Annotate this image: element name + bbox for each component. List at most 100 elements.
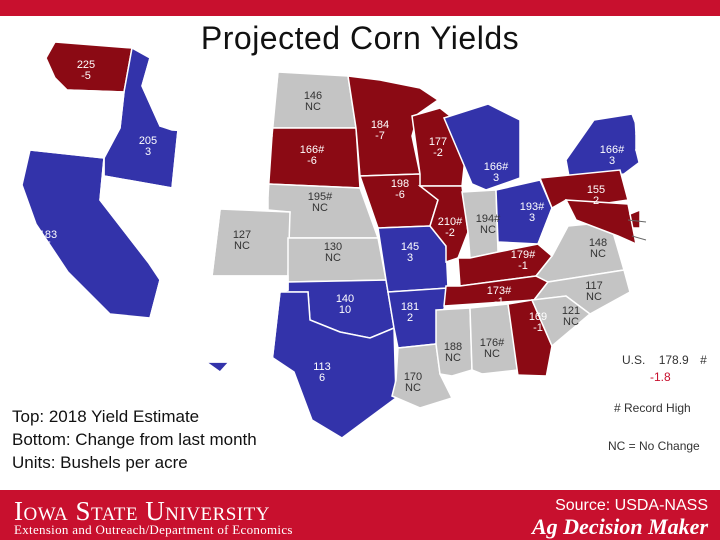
legend-line-top: Top: 2018 Yield Estimate	[12, 407, 200, 426]
state-change-il: -2	[445, 227, 455, 239]
state-yield-oh: 193#	[520, 201, 545, 213]
us-yield-value: 178.9	[658, 353, 689, 367]
state-yield-nc: 117	[585, 280, 603, 292]
state-yield-ok: 140	[336, 293, 354, 305]
label-leader-line	[631, 235, 647, 241]
state-yield-la: 170	[404, 371, 422, 383]
state-yield-mi: 166#	[484, 161, 509, 173]
us-total-key: U.S. 178.9 #	[622, 353, 707, 367]
state-change-co: NC	[234, 240, 250, 252]
state-change-va: NC	[590, 248, 606, 260]
state-yield-va: 148	[589, 237, 607, 249]
state-yield-pa: 155	[587, 184, 605, 196]
state-change-la: NC	[405, 382, 421, 394]
state-yield-tn: 173#	[487, 285, 512, 297]
state-change-in: NC	[480, 224, 496, 236]
state-or	[29, 76, 125, 159]
state-ri	[655, 149, 665, 165]
state-change-de: -8	[651, 226, 661, 238]
state-change-ga: -1	[533, 322, 543, 334]
state-yield-wa: 225	[77, 59, 95, 71]
state-change-al: NC	[484, 348, 500, 360]
no-change-key: NC = No Change	[608, 439, 700, 453]
state-change-sd: -6	[307, 155, 317, 167]
state-ga	[507, 299, 553, 379]
state-yield-ne: 195#	[308, 191, 333, 203]
state-yield-co: 127	[233, 229, 251, 241]
footer-bar	[0, 490, 720, 540]
state-change-ny: 3	[609, 155, 615, 167]
state-change-ne: NC	[312, 202, 328, 214]
state-nm	[205, 275, 289, 363]
legend-line-units: Units: Bushels per acre	[12, 453, 188, 472]
state-al	[469, 303, 519, 375]
state-change-ca: 5	[45, 240, 51, 252]
state-yield-nd: 146	[304, 90, 322, 102]
state-wv	[537, 198, 577, 258]
state-yield-mn: 184	[371, 119, 389, 131]
state-yield-ca: 183	[39, 229, 57, 241]
state-tx	[203, 291, 397, 439]
state-change-ky: -1	[518, 260, 528, 272]
source-credit: Source: USDA-NASS	[555, 497, 708, 514]
state-me	[659, 58, 711, 132]
state-change-nd: NC	[305, 101, 321, 113]
state-yield-id: 205	[139, 135, 157, 147]
state-change-tx: 6	[319, 372, 325, 384]
state-wy	[171, 129, 273, 197]
page-title: Projected Corn Yields	[200, 20, 520, 56]
state-yield-mo: 145	[401, 241, 419, 253]
state-yield-md: 152	[647, 234, 665, 246]
state-change-ok: 10	[339, 304, 351, 316]
state-yield-ia: 198	[391, 178, 409, 190]
state-change-mo: 3	[407, 252, 413, 264]
state-change-ia: -6	[395, 189, 405, 201]
state-mt	[141, 57, 279, 137]
state-vt	[633, 97, 649, 135]
state-change-wa: -5	[81, 70, 91, 82]
state-change-md: -10	[648, 245, 664, 257]
state-yield-al: 176#	[480, 337, 505, 349]
state-ct	[635, 149, 657, 167]
state-nj	[627, 177, 641, 216]
state-yield-ar: 181	[401, 301, 419, 313]
us-change-value: -1.8	[650, 370, 671, 384]
state-yield-ky: 179#	[511, 249, 536, 261]
state-yield-wi: 177	[429, 136, 447, 148]
state-change-wi: -2	[433, 147, 443, 159]
state-change-ar: 2	[407, 312, 413, 324]
state-change-tn: -1	[494, 296, 504, 308]
university-logo: Iowa State University	[14, 496, 270, 526]
state-ma	[635, 133, 686, 151]
state-fl	[480, 373, 588, 452]
top-accent-bar	[0, 0, 720, 16]
state-change-oh: 3	[529, 212, 535, 224]
us-record-mark: #	[700, 353, 707, 367]
state-yield-sc: 121	[562, 305, 580, 317]
state-yield-il: 210#	[438, 216, 463, 228]
state-yield-ms: 188	[444, 341, 462, 353]
state-yield-ny: 166#	[600, 144, 625, 156]
state-change-ms: NC	[445, 352, 461, 364]
state-yield-de: 156	[647, 215, 665, 227]
state-change-sc: NC	[563, 316, 579, 328]
state-mi	[442, 103, 521, 191]
state-yield-sd: 166#	[300, 144, 325, 156]
state-change-ks: NC	[325, 252, 341, 264]
state-yield-in: 194#	[476, 213, 501, 225]
record-high-key: # Record High	[614, 401, 691, 415]
state-yield-ks: 130	[324, 241, 342, 253]
state-change-mi: 3	[493, 172, 499, 184]
state-yield-ga: 169	[529, 311, 547, 323]
state-change-mn: -7	[375, 130, 385, 142]
legend-line-bottom: Bottom: Change from last month	[12, 430, 257, 449]
state-sc	[530, 295, 592, 348]
state-change-nc: NC	[586, 291, 602, 303]
ag-decision-maker-logo: Ag Decision Maker	[532, 514, 708, 539]
us-label: U.S.	[622, 353, 646, 367]
state-change-pa: 2	[593, 195, 599, 207]
state-yield-tx: 113	[313, 361, 331, 373]
map-legend-notes: Top: 2018 Yield Estimate Bottom: Change …	[12, 405, 257, 474]
label-leader-line	[627, 219, 647, 223]
